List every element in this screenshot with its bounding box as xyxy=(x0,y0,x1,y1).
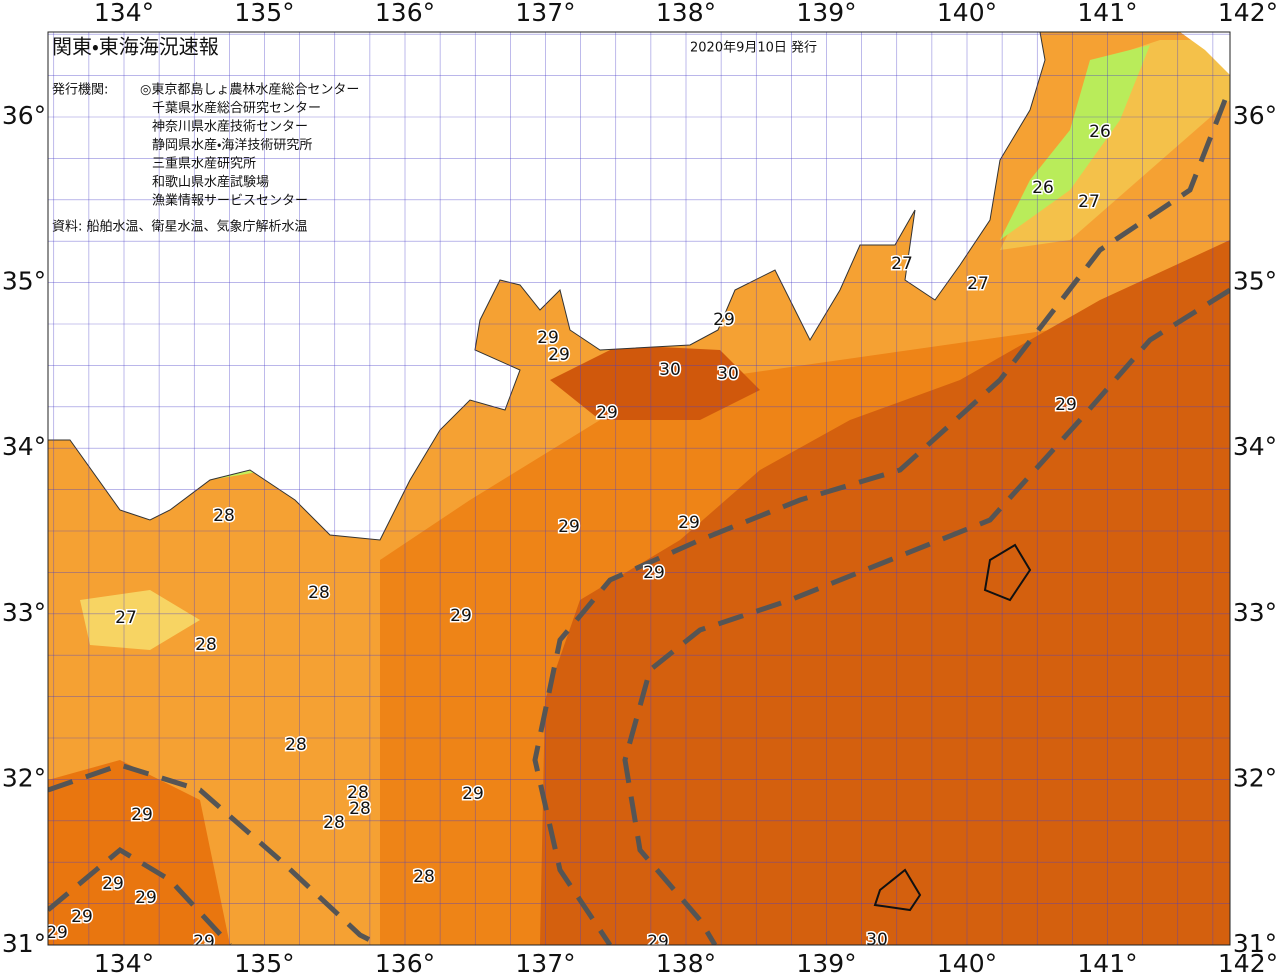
lon-label: 138° xyxy=(656,0,716,27)
contour-label: 29 xyxy=(131,805,153,825)
lat-label: 35° xyxy=(2,267,46,296)
contour-label: 29 xyxy=(596,403,618,423)
lat-label: 34° xyxy=(2,432,46,461)
lon-label: 140° xyxy=(937,949,997,978)
issuer: 神奈川県水産技術センター xyxy=(152,119,308,135)
contour-label: 29 xyxy=(1055,395,1077,415)
contour-label: 29 xyxy=(548,345,570,365)
lon-label: 142° xyxy=(1218,0,1278,27)
issuers-label: 発行機関: xyxy=(52,83,108,98)
lat-label: 35° xyxy=(1233,267,1277,296)
contour-label: 29 xyxy=(193,932,215,952)
lat-label: 36° xyxy=(1233,101,1277,130)
grid xyxy=(48,32,1230,945)
lon-label: 135° xyxy=(234,949,294,978)
sea-warmest xyxy=(540,240,1230,945)
contour-label: 29 xyxy=(102,874,124,894)
contour-label: 29 xyxy=(537,328,559,348)
issuer: 静岡県水産・海洋技術研究所 xyxy=(152,137,312,153)
contour-label: 27 xyxy=(115,608,137,628)
contour-label: 29 xyxy=(647,932,669,952)
contour-label: 29 xyxy=(71,907,93,927)
lon-label: 135° xyxy=(234,0,294,27)
lon-label: 140° xyxy=(937,0,997,27)
current-line xyxy=(48,846,232,945)
contour-label: 28 xyxy=(349,799,371,819)
land xyxy=(1180,32,1230,75)
isotherm-30 xyxy=(983,543,1032,602)
contour-label: 29 xyxy=(462,784,484,804)
lon-label: 136° xyxy=(375,949,435,978)
lon-label: 137° xyxy=(515,0,575,27)
issuer: 和歌山県水産試験場 xyxy=(152,175,269,190)
isotherm-30 xyxy=(873,868,922,912)
lon-label: 134° xyxy=(94,0,154,27)
lon-label: 137° xyxy=(515,949,575,978)
contour-label: 29 xyxy=(713,310,735,330)
issuer: 千葉県水産総合研究センター xyxy=(152,100,321,116)
contour-label: 26 xyxy=(1089,122,1111,142)
title: 関東・東海海況速報 xyxy=(52,35,219,59)
lat-label: 32° xyxy=(1233,763,1277,792)
current-line xyxy=(622,287,1230,945)
lon-label: 141° xyxy=(1077,0,1137,27)
contour-label: 29 xyxy=(558,517,580,537)
lat-label: 32° xyxy=(2,763,46,792)
contour-label: 28 xyxy=(347,783,369,803)
lat-label: 36° xyxy=(2,101,46,130)
contour-label: 30 xyxy=(866,930,888,950)
contour-label: 28 xyxy=(413,867,435,887)
contour-label: 29 xyxy=(46,923,68,943)
issuer: 三重県水産研究所 xyxy=(152,156,256,172)
lat-label: 34° xyxy=(1233,432,1277,461)
contour-label: 27 xyxy=(1078,192,1100,212)
contour-label: 29 xyxy=(678,513,700,533)
issuer: ◎東京都島しょ農林水産総合センター xyxy=(140,82,359,98)
issuer: 漁業情報サービスセンター xyxy=(152,193,308,209)
contour-label: 30 xyxy=(659,360,681,380)
sea-warmest xyxy=(550,345,760,420)
land xyxy=(48,32,1046,541)
contour-label: 28 xyxy=(213,506,235,526)
lon-label: 141° xyxy=(1077,949,1137,978)
contour-label: 30 xyxy=(717,364,739,384)
lon-label: 136° xyxy=(375,0,435,27)
sea-cool xyxy=(80,590,200,650)
contour-label: 27 xyxy=(891,254,913,274)
lon-label: 139° xyxy=(796,949,856,978)
lon-label: 139° xyxy=(796,0,856,27)
lon-label: 138° xyxy=(656,949,716,978)
contour-label: 29 xyxy=(643,563,665,583)
current-line xyxy=(48,762,382,945)
contour-label: 27 xyxy=(967,274,989,294)
source: 資料: 船舶水温、衛星水温、気象庁解析水温 xyxy=(52,219,308,235)
contour-label: 28 xyxy=(308,583,330,603)
issuer-list: ◎東京都島しょ農林水産総合センター千葉県水産総合研究センター神奈川県水産技術セン… xyxy=(140,82,359,209)
contour-label: 29 xyxy=(450,606,472,626)
lat-label: 31° xyxy=(1233,929,1277,958)
lat-label: 33° xyxy=(2,598,46,627)
lat-label: 31° xyxy=(2,929,46,958)
contour-label: 28 xyxy=(285,735,307,755)
contour-label: 28 xyxy=(323,813,345,833)
contour-label: 26 xyxy=(1032,178,1054,198)
contour-label: 29 xyxy=(135,888,157,908)
lon-label: 134° xyxy=(94,949,154,978)
current-line xyxy=(532,99,1228,945)
kuroshio-axis xyxy=(48,99,1230,945)
lat-label: 33° xyxy=(1233,598,1277,627)
lon-label: 142° xyxy=(1218,949,1278,978)
issue-date: 2020年9月10日 発行 xyxy=(690,41,817,56)
map-frame xyxy=(47,31,1231,946)
contour-label: 28 xyxy=(195,635,217,655)
